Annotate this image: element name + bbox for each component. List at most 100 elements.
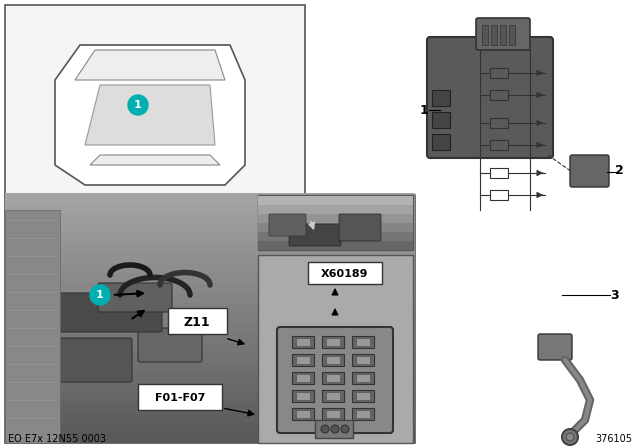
Bar — [490, 168, 508, 178]
Bar — [5, 273, 415, 283]
Bar — [292, 336, 314, 348]
Bar — [356, 392, 370, 400]
Bar — [326, 356, 340, 364]
Bar — [490, 190, 508, 200]
Bar — [490, 118, 508, 128]
Polygon shape — [5, 210, 60, 443]
Bar — [5, 363, 415, 373]
Bar — [356, 338, 370, 346]
Circle shape — [321, 425, 329, 433]
Bar — [5, 413, 415, 423]
Bar — [356, 356, 370, 364]
Bar — [509, 25, 515, 45]
Bar — [292, 408, 314, 420]
Text: 376105: 376105 — [595, 434, 632, 444]
Bar — [490, 140, 508, 150]
Bar — [258, 232, 413, 241]
Bar — [352, 408, 374, 420]
Bar — [356, 410, 370, 418]
Circle shape — [562, 429, 578, 445]
Text: EO E7x 12N55 0003: EO E7x 12N55 0003 — [8, 434, 106, 444]
Bar — [258, 214, 413, 223]
FancyBboxPatch shape — [5, 5, 305, 195]
Bar — [500, 25, 506, 45]
Bar — [352, 390, 374, 402]
Bar — [326, 374, 340, 382]
Polygon shape — [55, 45, 245, 185]
Bar — [326, 410, 340, 418]
FancyBboxPatch shape — [258, 255, 413, 443]
Text: 1: 1 — [134, 100, 142, 110]
FancyBboxPatch shape — [308, 262, 382, 284]
Bar — [5, 423, 415, 433]
Bar — [5, 433, 415, 443]
FancyBboxPatch shape — [339, 214, 381, 241]
Polygon shape — [85, 85, 215, 145]
FancyBboxPatch shape — [98, 283, 172, 312]
Bar — [322, 336, 344, 348]
Polygon shape — [90, 155, 220, 165]
FancyBboxPatch shape — [138, 328, 202, 362]
FancyBboxPatch shape — [476, 18, 530, 50]
Bar — [356, 374, 370, 382]
Bar — [326, 392, 340, 400]
Bar — [258, 223, 413, 232]
Bar — [5, 403, 415, 413]
Bar — [5, 213, 415, 223]
FancyBboxPatch shape — [58, 293, 162, 332]
Bar — [5, 323, 415, 333]
Text: 1: 1 — [419, 103, 428, 116]
Bar — [322, 372, 344, 384]
FancyBboxPatch shape — [289, 224, 341, 246]
Bar — [315, 420, 353, 438]
Polygon shape — [75, 50, 225, 80]
Text: X60189: X60189 — [321, 269, 369, 279]
Bar — [5, 373, 415, 383]
Bar — [491, 25, 497, 45]
Bar — [322, 390, 344, 402]
Bar — [296, 410, 310, 418]
Bar — [326, 338, 340, 346]
Bar — [5, 353, 415, 363]
FancyBboxPatch shape — [570, 155, 609, 187]
FancyBboxPatch shape — [168, 308, 227, 334]
FancyBboxPatch shape — [138, 384, 222, 410]
Bar — [482, 25, 488, 45]
Bar — [292, 354, 314, 366]
Circle shape — [331, 425, 339, 433]
Circle shape — [341, 425, 349, 433]
Bar — [5, 243, 415, 253]
Circle shape — [90, 285, 110, 305]
Bar — [292, 372, 314, 384]
Circle shape — [128, 95, 148, 115]
Bar — [352, 336, 374, 348]
Text: 3: 3 — [610, 289, 619, 302]
Bar — [352, 354, 374, 366]
Bar — [5, 283, 415, 293]
FancyBboxPatch shape — [269, 214, 306, 236]
Bar — [490, 90, 508, 100]
Bar — [5, 383, 415, 393]
Bar — [352, 372, 374, 384]
Bar — [296, 392, 310, 400]
Bar — [292, 390, 314, 402]
FancyBboxPatch shape — [427, 37, 553, 158]
Bar — [5, 393, 415, 403]
Bar — [5, 343, 415, 353]
Text: 1: 1 — [96, 290, 104, 300]
Bar — [490, 68, 508, 78]
FancyBboxPatch shape — [5, 195, 415, 443]
Bar — [5, 313, 415, 323]
Bar — [5, 193, 415, 203]
Bar — [5, 303, 415, 313]
Bar — [5, 203, 415, 213]
FancyBboxPatch shape — [48, 338, 132, 382]
Bar — [5, 233, 415, 243]
FancyBboxPatch shape — [277, 327, 393, 433]
FancyBboxPatch shape — [538, 334, 572, 360]
Bar — [296, 338, 310, 346]
Bar — [296, 374, 310, 382]
Bar — [5, 253, 415, 263]
Text: Z11: Z11 — [184, 315, 211, 328]
Bar — [322, 408, 344, 420]
